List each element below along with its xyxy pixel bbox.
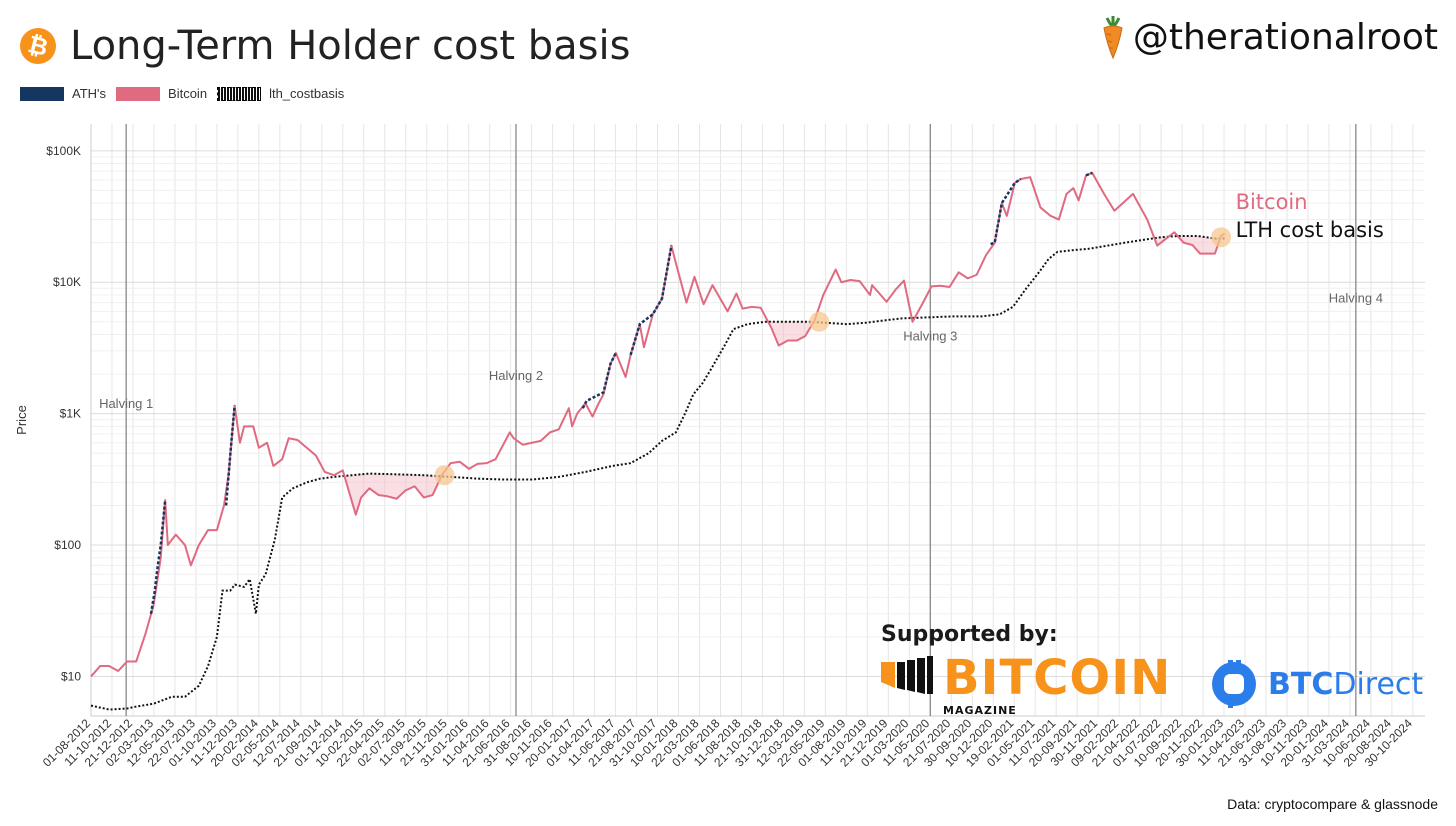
y-tick-label: $100	[54, 538, 81, 552]
below-cost-basis-shading	[1153, 235, 1222, 254]
y-tick-label: $10	[61, 669, 81, 683]
legend-swatch-bitcoin	[116, 86, 161, 101]
halving-label: Halving 4	[1329, 291, 1383, 306]
author-handle: @therationalroot	[1099, 14, 1438, 60]
btcdirect-word-bold: BTC	[1268, 666, 1334, 702]
data-source: Data: cryptocompare & glassnode	[1227, 796, 1438, 812]
series-line-ath	[149, 499, 167, 614]
series-line-ath	[990, 177, 1022, 246]
series-line-ath	[1085, 171, 1093, 177]
supported-by-label: Supported by:	[881, 622, 1058, 647]
legend-item-ath[interactable]: ATH's	[20, 86, 106, 101]
bitcoin-magazine-mark-icon	[881, 656, 933, 694]
carrot-icon	[1103, 16, 1123, 60]
y-tick-label: $10K	[53, 275, 81, 289]
bitcoin-magazine-sub: MAGAZINE	[943, 704, 1017, 717]
btcdirect-word-light: Direct	[1333, 666, 1424, 702]
below-cost-basis-shading	[330, 473, 445, 515]
legend-label-bitcoin: Bitcoin	[168, 86, 208, 101]
legend-swatch-lth	[217, 86, 262, 101]
halving-label: Halving 2	[489, 368, 543, 383]
series-end-label: LTH cost basis	[1236, 218, 1384, 242]
y-tick-label: $100K	[46, 144, 81, 158]
halving-label: Halving 3	[903, 329, 957, 344]
chart-title: Long-Term Holder cost basis	[70, 23, 631, 69]
legend-item-bitcoin[interactable]: Bitcoin	[116, 86, 207, 101]
legend-label-ath: ATH's	[72, 86, 107, 101]
bitcoin-magazine-word: BITCOIN	[943, 650, 1172, 706]
btcdirect-logo: BTCDirect	[1210, 656, 1423, 712]
btcdirect-mark-icon	[1212, 660, 1256, 708]
crossing-marker	[434, 465, 455, 486]
chart-legend: ATH's Bitcoin lth_costbasis	[20, 86, 354, 101]
series-end-label: Bitcoin	[1236, 190, 1308, 214]
btcdirect-word: BTCDirect	[1268, 667, 1423, 702]
grid-layer: 01-08-201211-10-201221-12-201202-03-2013…	[40, 124, 1425, 770]
title-row: ₿ Long-Term Holder cost basis	[16, 20, 631, 72]
series-line-ath	[629, 245, 673, 356]
bitcoin-magazine-logo: BITCOIN MAGAZINE	[881, 654, 1171, 717]
legend-label-lth: lth_costbasis	[269, 86, 345, 101]
below-cost-basis-shading	[768, 321, 816, 346]
legend-swatch-ath	[20, 86, 64, 101]
halving-label: Halving 1	[99, 396, 153, 411]
series-line-lth-costbasis	[90, 234, 1225, 711]
series-line-ath	[224, 405, 236, 506]
y-tick-label: $1K	[60, 407, 81, 421]
bitcoin-logo-icon: ₿	[16, 24, 60, 68]
series-line-ath	[581, 352, 617, 409]
series-line-bitcoin	[90, 171, 1226, 678]
crossing-marker	[809, 311, 830, 332]
y-axis-label: Price	[14, 405, 29, 435]
crossing-marker	[1211, 227, 1232, 248]
handle-text: @therationalroot	[1132, 16, 1438, 58]
legend-item-lth[interactable]: lth_costbasis	[217, 86, 344, 101]
